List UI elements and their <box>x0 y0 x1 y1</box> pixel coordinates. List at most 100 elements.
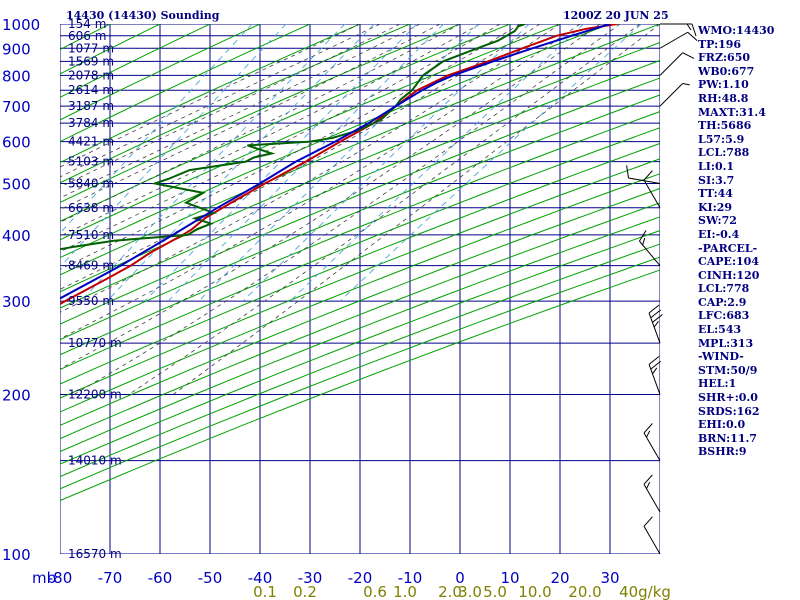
stat-line: WB0:677 <box>698 64 755 78</box>
moist-adiabat-line <box>60 24 481 237</box>
wind-barb-flag <box>648 356 660 365</box>
stat-line: SI:3.7 <box>698 173 735 187</box>
moist-adiabat-line <box>73 24 621 395</box>
stat-line: RH:48.8 <box>698 91 749 105</box>
mixing-ratio-line <box>60 24 287 268</box>
mixing-ratio-line <box>198 24 479 302</box>
wind-barb-flag <box>648 304 660 314</box>
stat-line: TT:44 <box>698 187 733 201</box>
wind-barbs-layer <box>626 23 698 555</box>
dry-adiabat-line <box>60 24 461 204</box>
stat-line: PW:1.10 <box>698 78 749 92</box>
moist-adiabat-line <box>60 24 401 188</box>
dry-adiabat-line <box>60 41 660 293</box>
wind-barb-staff <box>648 312 661 344</box>
height-label: 1569 m <box>68 54 114 68</box>
stat-line: EI:-0.4 <box>698 227 740 241</box>
dry-adiabat-line <box>60 158 660 399</box>
pressure-tick-label: 500 <box>2 176 31 194</box>
mixing-ratio-label: 5.0 <box>483 583 507 600</box>
wind-barb-flag <box>682 52 695 59</box>
dry-adiabat-line <box>60 24 311 143</box>
station-title: 14430 (14430) Sounding <box>66 9 220 22</box>
mixing-ratio-line <box>106 24 375 302</box>
height-label: 8469 m <box>68 259 114 273</box>
dry-adiabat-line <box>60 24 511 222</box>
height-label: 6638 m <box>68 201 114 215</box>
temperature-tick-label: -60 <box>148 569 173 587</box>
wind-barb-flag <box>652 367 658 375</box>
wind-barb-staff <box>643 484 661 513</box>
wind-barb-flag <box>643 170 653 181</box>
wind-barb-flag <box>639 230 647 242</box>
stat-line: LCL:788 <box>698 146 750 160</box>
dry-adiabat-line <box>60 94 660 341</box>
pressure-tick-label: 200 <box>2 386 31 404</box>
height-label: 14010 m <box>68 454 122 468</box>
temperature-tick-label: 10 <box>500 569 519 587</box>
stat-line: -PARCEL- <box>698 241 758 255</box>
moist-adiabat-line <box>60 24 601 370</box>
pressure-tick-label: 100 <box>2 546 31 564</box>
pressure-tick-label: 1000 <box>2 16 40 34</box>
dry-adiabat-line <box>60 230 660 465</box>
wind-barb-flag <box>643 474 653 485</box>
stat-line: L57:5.9 <box>698 132 745 146</box>
mixing-ratio-line <box>80 24 346 302</box>
height-label: 5840 m <box>68 177 114 191</box>
time-title: 1200Z 20 JUN 25 <box>563 9 669 22</box>
temperature-tick-label: -80 <box>48 569 73 587</box>
wind-barb-flag <box>642 237 646 246</box>
mixing-ratio-line <box>289 24 584 302</box>
dry-adiabat-line <box>60 173 660 413</box>
wind-barb-staff <box>659 52 683 76</box>
pressure-tick-label: 300 <box>2 293 31 311</box>
stat-line: BSHR:9 <box>698 445 747 459</box>
temperature-line <box>60 24 618 306</box>
stat-line: -WIND- <box>698 350 744 364</box>
moist-adiabat-line <box>60 24 541 290</box>
stat-line: LFC:683 <box>698 309 750 323</box>
pressure-tick-label: 400 <box>2 227 31 245</box>
moist-adiabat-line <box>60 24 381 178</box>
wind-barb-staff <box>659 83 683 107</box>
dry-adiabat-line <box>60 111 660 356</box>
dry-adiabat-line <box>60 256 660 490</box>
wind-barb-flag <box>650 309 661 319</box>
height-label: 2078 m <box>68 68 114 82</box>
temperature-tick-label: -20 <box>348 569 373 587</box>
height-label: 3784 m <box>68 116 114 130</box>
wind-barb-flag <box>643 423 653 434</box>
height-label: 4421 m <box>68 135 114 149</box>
moist-adiabat-line <box>60 24 441 211</box>
height-label: 606 m <box>68 29 106 43</box>
dry-adiabat-line <box>60 202 660 440</box>
moist-adiabat-line <box>60 24 501 253</box>
temperature-tick-label: 20 <box>550 569 569 587</box>
wind-barb-flag <box>643 516 653 527</box>
mixing-ratio-line <box>60 24 253 234</box>
temperature-tick-label: -70 <box>98 569 123 587</box>
temperature-tick-label: -30 <box>298 569 323 587</box>
mixing-ratio-label: 20.0 <box>568 583 601 600</box>
wind-barb-staff <box>643 179 661 209</box>
wind-barb-staff <box>659 31 688 49</box>
moist-adiabat-line <box>60 24 561 313</box>
wind-barb-flag <box>652 314 663 323</box>
dry-adiabat-line <box>60 243 660 478</box>
wind-barb-staff <box>643 432 661 461</box>
pressure-unit-label: mb <box>32 569 56 587</box>
stat-line: STM:50/9 <box>698 363 758 377</box>
dry-adiabat-line <box>60 187 660 426</box>
moist-adiabat-line <box>128 24 641 395</box>
dry-adiabat-line <box>60 24 611 259</box>
height-label: 3187 m <box>68 99 114 113</box>
height-label: 154 m <box>68 17 106 31</box>
height-label: 5103 m <box>68 155 114 169</box>
temperature-tick-label: -40 <box>248 569 273 587</box>
height-label: 9550 m <box>68 294 114 308</box>
parcel-line <box>60 24 611 300</box>
temperature-tick-label: -50 <box>198 569 223 587</box>
mixing-ratio-label: 3.0 <box>458 583 482 600</box>
